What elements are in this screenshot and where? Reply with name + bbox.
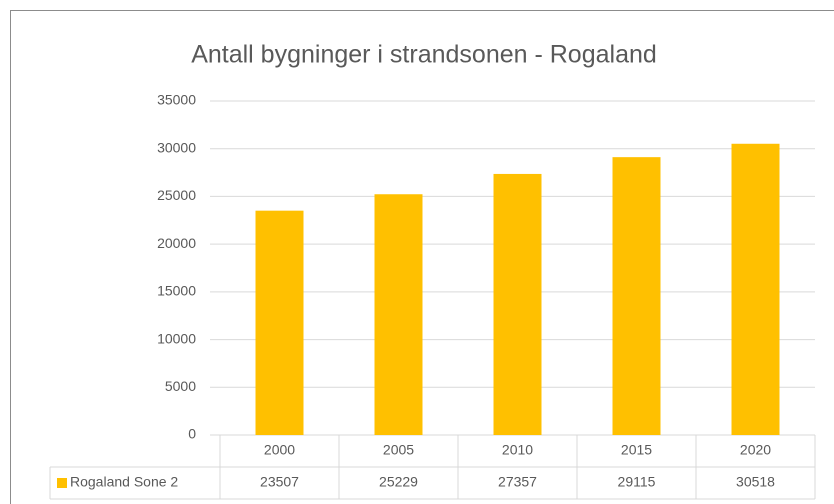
x-tick-label: 2010 xyxy=(502,442,533,458)
table-value: 25229 xyxy=(379,474,418,490)
bar xyxy=(612,157,661,435)
bar xyxy=(255,210,304,435)
y-tick-label: 35000 xyxy=(157,92,196,108)
table-value: 23507 xyxy=(260,474,299,490)
bar xyxy=(493,173,542,436)
x-tick-label: 2005 xyxy=(383,442,414,458)
y-tick-label: 20000 xyxy=(157,235,196,251)
y-tick-label: 25000 xyxy=(157,187,196,203)
y-tick-label: 15000 xyxy=(157,283,196,299)
x-tick-label: 2015 xyxy=(621,442,652,458)
x-tick-label: 2000 xyxy=(264,442,295,458)
y-tick-label: 5000 xyxy=(165,378,196,394)
table-value: 29115 xyxy=(618,474,656,490)
x-tick-label: 2020 xyxy=(740,442,771,458)
bar xyxy=(731,143,780,435)
chart-title: Antall bygninger i strandsonen - Rogalan… xyxy=(191,41,657,69)
legend-label: Rogaland Sone 2 xyxy=(70,474,178,490)
y-tick-label: 30000 xyxy=(157,139,196,155)
y-tick-label: 10000 xyxy=(157,330,196,346)
bar xyxy=(374,194,423,435)
y-tick-label: 0 xyxy=(188,426,196,442)
table-value: 30518 xyxy=(736,474,775,490)
table-value: 27357 xyxy=(498,474,537,490)
legend-key xyxy=(57,478,67,488)
